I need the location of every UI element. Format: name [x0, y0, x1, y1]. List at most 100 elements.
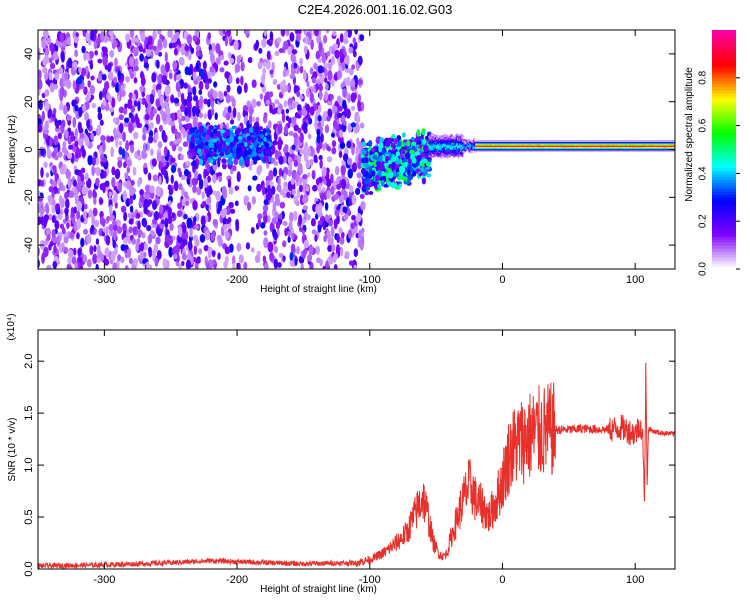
noise-cell [102, 55, 108, 66]
noise-cell [326, 230, 331, 238]
noise-cell [315, 245, 321, 255]
noise-cell [38, 118, 42, 126]
cluster-cell [208, 141, 214, 148]
noise-cell [154, 131, 159, 141]
noise-cell [116, 225, 123, 234]
noise-cell [198, 248, 203, 255]
cluster-cell [222, 142, 227, 147]
noise-cell [287, 155, 292, 165]
noise-cell [181, 238, 188, 246]
noise-cell [69, 232, 75, 239]
cluster-cell [378, 141, 384, 149]
noise-cell [75, 152, 79, 159]
noise-cell [307, 254, 313, 262]
noise-cell [177, 226, 183, 237]
noise-cell [336, 214, 340, 225]
noise-cell [215, 57, 221, 65]
noise-cell [252, 175, 258, 181]
noise-cell [160, 64, 166, 75]
noise-cell [48, 72, 53, 81]
noise-cell [52, 107, 57, 115]
cluster-cell [408, 158, 413, 164]
noise-cell [314, 213, 319, 220]
noise-cell [74, 188, 79, 200]
noise-cell [348, 260, 354, 266]
noise-cell [313, 121, 318, 128]
noise-cell [98, 90, 103, 101]
cluster-cell [233, 157, 239, 166]
noise-cell [152, 45, 157, 52]
cluster-cell [415, 168, 421, 173]
cluster-cell [409, 149, 415, 155]
noise-cell [109, 213, 114, 222]
noise-cell [112, 262, 118, 269]
noise-cell [43, 161, 48, 168]
noise-cell [67, 57, 73, 68]
noise-cell [318, 83, 323, 92]
cluster-cell [361, 158, 367, 164]
noise-cell [185, 200, 189, 207]
noise-cell [338, 150, 343, 159]
noise-cell [303, 121, 308, 131]
cluster-cell [266, 134, 271, 142]
noise-cell [96, 37, 101, 45]
noise-cell [123, 211, 128, 222]
noise-cell [351, 214, 356, 221]
noise-cell [74, 127, 78, 139]
noise-cell [333, 193, 339, 200]
noise-cell [194, 238, 200, 247]
noise-cell [109, 135, 114, 142]
noise-cell [293, 195, 298, 203]
noise-cell [124, 252, 129, 259]
noise-cell [198, 178, 204, 190]
cluster-cell [232, 145, 237, 153]
noise-cell [122, 223, 127, 232]
noise-cell [64, 70, 69, 82]
noise-cell [143, 167, 148, 175]
noise-cell [144, 113, 150, 121]
noise-cell [44, 71, 49, 81]
noise-cell [284, 124, 289, 136]
noise-cell [52, 113, 56, 119]
cluster-cell [371, 170, 376, 177]
noise-cell [151, 72, 157, 83]
noise-cell [122, 237, 128, 244]
noise-cell [302, 205, 308, 211]
noise-cell [353, 248, 359, 258]
noise-cell [152, 30, 157, 40]
noise-cell [117, 95, 121, 101]
noise-cell [309, 67, 314, 75]
noise-cell [139, 242, 144, 252]
noise-cell [156, 83, 162, 90]
noise-cell [146, 184, 151, 195]
noise-cell [53, 168, 57, 176]
noise-cell [102, 227, 107, 233]
noise-cell [296, 246, 300, 255]
noise-cell [285, 30, 290, 37]
noise-cell [319, 158, 323, 169]
noise-cell [317, 222, 322, 233]
noise-cell [271, 217, 277, 225]
noise-cell [58, 41, 63, 48]
carrier-cell [431, 147, 434, 151]
noise-cell [274, 99, 280, 105]
noise-cell [117, 181, 123, 193]
noise-cell [214, 112, 218, 120]
noise-cell [46, 148, 51, 154]
cluster-cell [421, 129, 426, 136]
noise-cell [326, 155, 333, 163]
cluster-cell [257, 148, 263, 154]
noise-cell [124, 264, 129, 269]
noise-cell [293, 136, 298, 146]
noise-cell [248, 113, 253, 125]
noise-cell [207, 201, 212, 211]
noise-cell [307, 147, 312, 158]
noise-cell [129, 68, 133, 75]
noise-cell [257, 213, 261, 220]
cluster-cell [401, 149, 406, 155]
noise-cell [118, 106, 125, 114]
noise-cell [102, 141, 106, 152]
noise-cell [164, 51, 168, 63]
noise-cell [211, 42, 216, 52]
noise-cell [73, 206, 77, 214]
